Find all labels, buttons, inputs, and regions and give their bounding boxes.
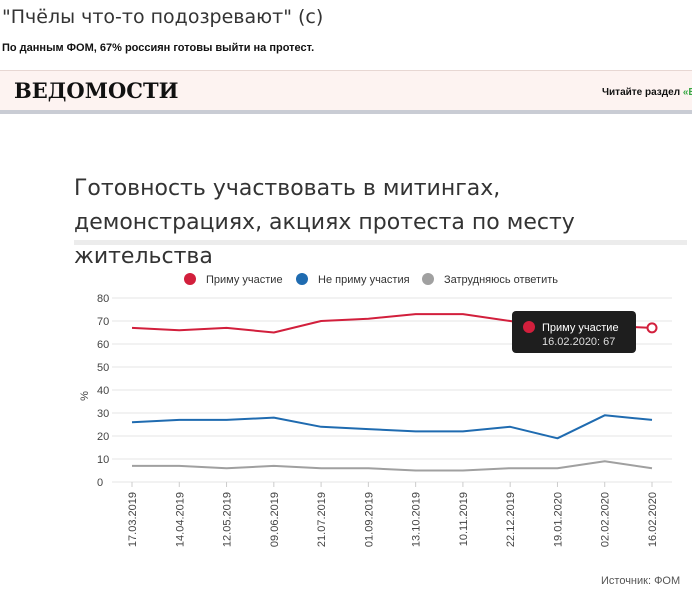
- vedomosti-logo[interactable]: ВЕДОМОСТИ: [14, 78, 179, 103]
- header-divider: [0, 110, 692, 114]
- read-section-link[interactable]: Читайте раздел «В: [602, 87, 692, 98]
- y-tick-label: 70: [97, 316, 109, 328]
- series-line-1: [131, 414, 653, 440]
- y-tick-label: 20: [97, 431, 109, 443]
- tooltip-value: 16.02.2020: 67: [542, 336, 615, 348]
- x-tick-label: 22.12.2019: [505, 492, 517, 547]
- legend-marker-2: [422, 273, 434, 285]
- tooltip-marker: [523, 321, 535, 333]
- x-tick-label: 13.10.2019: [411, 492, 423, 547]
- y-tick-label: 0: [97, 477, 103, 489]
- y-axis-label: %: [79, 391, 91, 401]
- post-title: "Пчёлы что-то подозревают" (с): [2, 6, 324, 28]
- legend-marker-1: [296, 273, 308, 285]
- vedomosti-header-bar: [0, 70, 692, 111]
- legend-label-2: Затрудняюсь ответить: [444, 274, 558, 286]
- chart-title: Готовность участвовать в митингах, демон…: [74, 176, 575, 269]
- x-tick-label: 02.02.2020: [600, 492, 612, 547]
- x-tick-label: 19.01.2020: [552, 492, 564, 547]
- y-tick-label: 50: [97, 362, 109, 374]
- chart-title-rule: [74, 240, 687, 245]
- tooltip-title: Приму участие: [542, 322, 619, 334]
- x-tick-label: 21.07.2019: [316, 492, 328, 547]
- x-tick-label: 09.06.2019: [269, 492, 281, 547]
- x-tick-label: 10.11.2019: [458, 492, 470, 546]
- x-tick-label: 01.09.2019: [363, 492, 375, 547]
- legend-label-0: Приму участие: [206, 274, 283, 286]
- highlight-marker: [646, 322, 658, 334]
- x-tick-label: 16.02.2020: [647, 492, 659, 547]
- y-tick-label: 80: [97, 293, 109, 305]
- y-tick-label: 30: [97, 408, 109, 420]
- series-line-2: [132, 460, 653, 472]
- read-section-accent: «В: [682, 87, 692, 98]
- post-subtitle: По данным ФОМ, 67% россиян готовы выйти …: [2, 42, 315, 54]
- y-tick-label: 40: [97, 385, 109, 397]
- legend-marker-0: [184, 273, 196, 285]
- x-tick-label: 12.05.2019: [222, 492, 234, 547]
- tooltip-box: [512, 311, 636, 353]
- y-tick-label: 60: [97, 339, 109, 351]
- legend-label-1: Не приму участия: [318, 274, 410, 286]
- x-tick-label: 17.03.2019: [127, 492, 139, 547]
- read-section-label: Читайте раздел: [602, 87, 681, 98]
- source-label: Источник: ФОМ: [601, 575, 681, 587]
- y-tick-label: 10: [97, 454, 109, 466]
- x-tick-label: 14.04.2019: [174, 492, 186, 547]
